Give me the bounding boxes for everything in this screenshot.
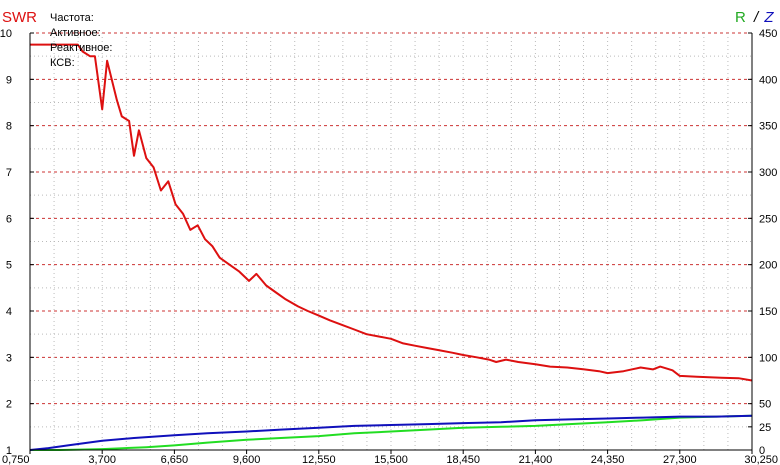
tick-labels: 1234567891002550100150200250300350400450… xyxy=(0,28,778,465)
legend-readout: Частота: Активное: Реактивное: КСВ: xyxy=(50,12,112,69)
right-tick-label: 50 xyxy=(759,399,771,411)
left-tick-label: 5 xyxy=(6,260,12,272)
right-tick-label: 150 xyxy=(759,306,777,318)
series-line-r xyxy=(30,414,753,451)
x-tick-label: 12,550 xyxy=(302,454,336,465)
x-tick-label: 15,500 xyxy=(374,454,408,465)
x-tick-label: 0,750 xyxy=(2,454,30,465)
series-line-z xyxy=(29,414,753,451)
left-tick-label: 8 xyxy=(6,121,12,133)
x-tick-label: 9,600 xyxy=(233,454,261,465)
r-label: R xyxy=(735,9,746,26)
legend-active: Активное: xyxy=(50,27,101,39)
left-tick-label: 1 xyxy=(6,445,12,457)
right-tick-label: 300 xyxy=(759,167,777,179)
legend-swr: КСВ: xyxy=(50,57,75,69)
right-tick-label: 25 xyxy=(759,422,771,434)
right-tick-label: 200 xyxy=(759,260,777,272)
swr-axis-title: SWR xyxy=(2,9,37,26)
axes xyxy=(29,32,753,454)
right-tick-label: 100 xyxy=(759,352,777,364)
left-tick-label: 7 xyxy=(6,167,12,179)
right-tick-label: 450 xyxy=(759,28,777,40)
left-tick-label: 6 xyxy=(6,213,12,225)
x-tick-label: 27,300 xyxy=(663,454,697,465)
left-tick-label: 3 xyxy=(6,352,12,364)
right-tick-label: 400 xyxy=(759,74,777,86)
x-tick-label: 24,350 xyxy=(591,454,625,465)
left-tick-label: 4 xyxy=(6,306,12,318)
separator-label: / xyxy=(753,9,760,26)
legend-reactive: Реактивное: xyxy=(50,42,112,54)
x-tick-label: 18,450 xyxy=(446,454,480,465)
series-layer xyxy=(29,43,753,451)
left-tick-label: 10 xyxy=(0,28,12,40)
right-tick-label: 0 xyxy=(759,445,765,457)
grid-lines xyxy=(30,32,752,450)
x-tick-label: 21,400 xyxy=(519,454,553,465)
left-tick-label: 9 xyxy=(6,74,12,86)
right-tick-label: 350 xyxy=(759,121,777,133)
series-line-swr xyxy=(30,43,753,382)
z-label: Z xyxy=(763,9,774,26)
legend-frequency: Частота: xyxy=(50,12,94,24)
x-tick-label: 6,650 xyxy=(161,454,189,465)
x-tick-label: 30,250 xyxy=(744,454,778,465)
x-tick-label: 3,700 xyxy=(88,454,116,465)
left-tick-label: 2 xyxy=(6,399,12,411)
rz-axis-title: R / Z xyxy=(735,9,774,26)
right-tick-label: 250 xyxy=(759,213,777,225)
